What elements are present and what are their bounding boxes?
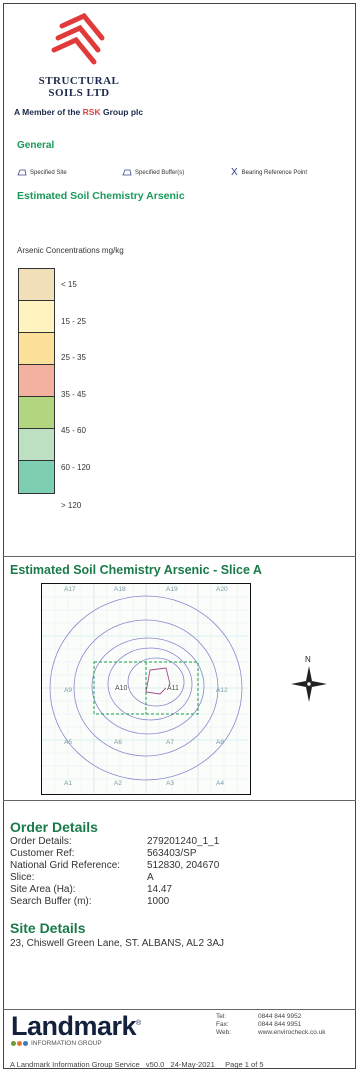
grid-label-a17: A17 [64, 586, 76, 593]
swatch-band-5 [19, 397, 54, 429]
slice-title: Estimated Soil Chemistry Arsenic - Slice… [10, 563, 262, 577]
band-label-2: 15 - 25 [61, 317, 86, 326]
band-label-5: 45 - 60 [61, 426, 86, 435]
band-label-7: > 120 [61, 501, 82, 510]
trademark-symbol: ® [136, 1020, 141, 1027]
swatch-band-3 [19, 333, 54, 365]
grid-label-a8: A8 [216, 739, 224, 746]
site-address: 23, Chiswell Green Lane, ST. ALBANS, AL2… [10, 938, 225, 949]
swatch-band-4 [19, 365, 54, 397]
grid-label-a2: A2 [114, 780, 122, 787]
compass-icon [291, 666, 327, 702]
north-label: N [305, 655, 311, 664]
order-details-heading: Order Details [10, 819, 98, 835]
grid-ref-label: National Grid Reference: [10, 860, 121, 871]
concentration-swatches [18, 268, 55, 494]
general-heading: General [17, 140, 55, 151]
footer-line: A Landmark Information Group Service v50… [10, 1060, 264, 1069]
footer-divider [3, 1009, 356, 1010]
tel-value: 0844 844 9952 [258, 1013, 302, 1020]
web-label: Web: [216, 1029, 232, 1036]
member-prefix: A Member of the [14, 107, 83, 117]
web-link[interactable]: www.envirocheck.co.uk [258, 1029, 326, 1036]
bearing-reference-icon: X [231, 167, 238, 178]
band-label-3: 25 - 35 [61, 353, 86, 362]
band-label-6: 60 - 120 [61, 463, 91, 472]
grid-label-a12: A12 [216, 687, 228, 694]
logo-mark-icon [51, 12, 105, 65]
grid-label-a5: A5 [64, 739, 72, 746]
order-label: Order Details: [10, 836, 72, 847]
site-details-heading: Site Details [10, 920, 86, 936]
bearing-reference-label: Bearing Reference Point [241, 169, 308, 176]
logo-member-line: A Member of the RSK Group plc [14, 107, 143, 117]
slice-value: A [147, 872, 154, 883]
grid-label-a9: A9 [64, 687, 72, 694]
landmark-sub-text: INFORMATION GROUP [31, 1040, 102, 1047]
landmark-logo: Landmark® [11, 1011, 141, 1042]
grid-label-a7: A7 [166, 739, 174, 746]
structural-soils-logo: STRUCTURAL SOILS LTD A Member of the RSK… [14, 8, 144, 120]
grid-label-a1: A1 [64, 780, 72, 787]
site-area-label: Site Area (Ha): [10, 884, 76, 895]
slice-label: Slice: [10, 872, 35, 883]
grid-label-a6: A6 [114, 739, 122, 746]
slice-map: A17 A18 A19 A20 A9 A10 A11 A12 A5 A6 A7 … [41, 583, 251, 795]
logo-line1: STRUCTURAL [38, 75, 120, 87]
footer-version: v50.0 [145, 1060, 165, 1069]
footer-page: Page 1 of 5 [225, 1060, 264, 1069]
grid-label-a10: A10 [114, 685, 129, 692]
specified-site-label: Specified Site [30, 169, 67, 176]
brand-dot-icon [17, 1041, 22, 1046]
search-buffer-label: Search Buffer (m): [10, 896, 92, 907]
swatch-band-7 [19, 461, 54, 493]
logo-line2: SOILS LTD [48, 87, 110, 99]
tel-label: Tel: [216, 1013, 227, 1020]
divider [3, 800, 356, 801]
grid-label-a20: A20 [216, 586, 228, 593]
page-frame [3, 3, 356, 1069]
scale-title: Arsenic Concentrations mg/kg [17, 246, 124, 255]
band-label-1: < 15 [61, 280, 77, 289]
specified-buffer-icon [122, 169, 132, 176]
order-value: 279201240_1_1 [147, 836, 220, 847]
landmark-subtitle: INFORMATION GROUP [11, 1040, 102, 1047]
grid-label-a18: A18 [114, 586, 126, 593]
brand-dot-icon [11, 1041, 16, 1046]
swatch-band-1 [19, 269, 54, 301]
grid-label-a3: A3 [166, 780, 174, 787]
specified-buffer-label: Specified Buffer(s) [135, 169, 185, 176]
fax-value: 0844 844 9951 [258, 1021, 302, 1028]
brand-dot-icon [23, 1041, 28, 1046]
specified-site-icon [17, 169, 27, 176]
slice-map-canvas [42, 584, 249, 793]
grid-label-a4: A4 [216, 780, 224, 787]
grid-ref-value: 512830, 204670 [147, 860, 220, 871]
divider [3, 556, 356, 557]
grid-label-a19: A19 [166, 586, 178, 593]
estimate-heading: Estimated Soil Chemistry Arsenic [17, 190, 185, 202]
fax-label: Fax: [216, 1021, 229, 1028]
member-brand: RSK [82, 107, 101, 117]
member-suffix: Group plc [100, 107, 144, 117]
band-label-4: 35 - 45 [61, 390, 86, 399]
footer-service: A Landmark Information Group Service [10, 1060, 140, 1069]
swatch-band-6 [19, 429, 54, 461]
search-buffer-value: 1000 [147, 896, 170, 907]
site-area-value: 14.47 [147, 884, 173, 895]
footer-date: 24-May-2021 [170, 1060, 215, 1069]
grid-label-a11: A11 [166, 685, 180, 692]
customer-ref-label: Customer Ref: [10, 848, 75, 859]
landmark-wordmark: Landmark [11, 1011, 137, 1041]
swatch-band-2 [19, 301, 54, 333]
map-legend: Specified Site Specified Buffer(s) X Bea… [17, 167, 307, 178]
customer-ref-value: 563403/SP [147, 848, 197, 859]
